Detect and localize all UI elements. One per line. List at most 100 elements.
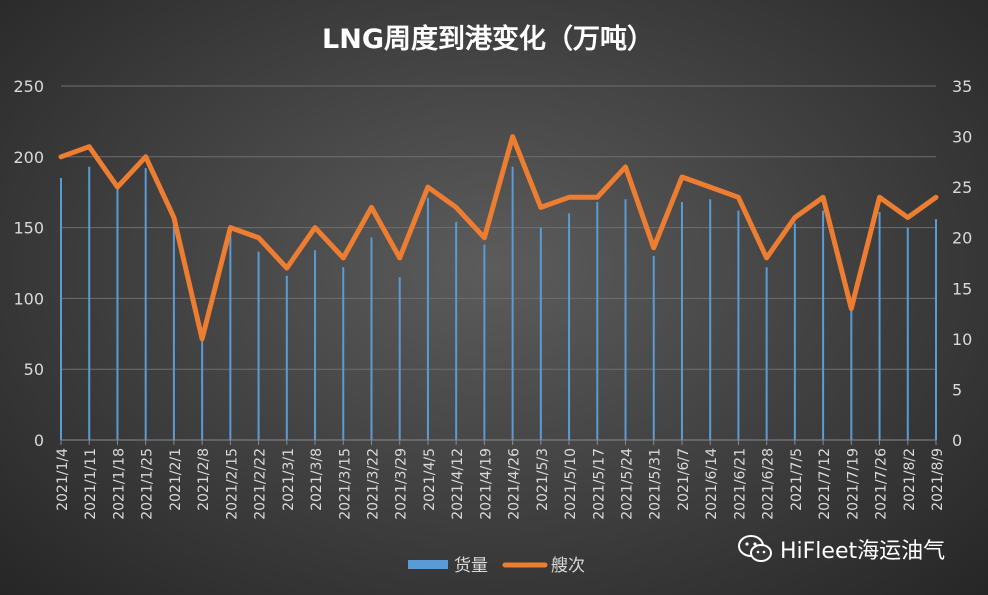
right-tick-label: 35 [952, 77, 972, 96]
bar [737, 210, 740, 440]
bar [314, 250, 317, 440]
bar [624, 199, 627, 440]
watermark: HiFleet海运油气 [738, 533, 945, 565]
line-point [60, 156, 62, 158]
x-tick-label: 2021/7/26 [874, 448, 890, 520]
right-tick-label: 30 [952, 128, 972, 147]
line-point [568, 196, 570, 198]
line-point [709, 186, 711, 188]
line-point [399, 257, 401, 259]
left-tick-label: 250 [13, 77, 44, 96]
line-point [907, 216, 909, 218]
line-point [794, 216, 796, 218]
line-point [173, 216, 175, 218]
x-tick-label: 2021/4/12 [450, 448, 466, 520]
bar [370, 237, 373, 440]
x-tick-label: 2021/1/25 [140, 448, 156, 520]
line-point [540, 206, 542, 208]
x-axis-ticks: 2021/1/4 2021/1/11 2021/1/18 2021/1/25 2021/… [55, 439, 946, 520]
x-tick-label: 2021/3/1 [281, 448, 297, 511]
line-point [822, 196, 824, 198]
gridlines [61, 85, 936, 441]
bar [765, 267, 768, 440]
line-point [625, 166, 627, 168]
left-tick-label: 100 [13, 289, 44, 308]
bar [60, 178, 62, 441]
bar-series [60, 166, 937, 441]
bar [426, 197, 429, 440]
bar [822, 210, 825, 440]
line-point [314, 227, 316, 229]
bar [568, 213, 571, 440]
bar [652, 255, 655, 440]
x-tick-label: 2021/4/26 [507, 448, 523, 520]
line-point [766, 257, 768, 259]
bar [596, 202, 599, 440]
bar [483, 244, 486, 440]
x-tick-label: 2021/7/19 [845, 448, 861, 520]
legend-label-bar: 货量 [454, 556, 488, 576]
bar [511, 166, 514, 440]
x-tick-label: 2021/4/19 [478, 448, 494, 520]
left-tick-label: 0 [34, 431, 44, 450]
bar [709, 199, 712, 440]
bar [201, 340, 204, 440]
line-point [258, 237, 260, 239]
x-tick-label: 2021/2/15 [224, 448, 240, 520]
x-tick-label: 2021/6/14 [704, 448, 720, 520]
right-tick-label: 0 [952, 431, 962, 450]
line-point [88, 146, 90, 148]
right-tick-label: 20 [952, 229, 972, 248]
right-tick-label: 10 [952, 330, 972, 349]
line-point [370, 206, 372, 208]
x-tick-label: 2021/2/8 [196, 448, 212, 511]
line-point [342, 257, 344, 259]
x-tick-label: 2021/1/11 [83, 448, 99, 520]
line-point [596, 196, 598, 198]
x-tick-label: 2021/7/5 [789, 448, 805, 511]
watermark-text: HiFleet海运油气 [780, 539, 946, 564]
x-tick-label: 2021/1/4 [55, 448, 71, 511]
right-axis-ticks: 0 5 10 15 20 25 30 35 [952, 77, 972, 450]
bar [144, 168, 147, 441]
x-tick-label: 2021/5/31 [648, 448, 664, 520]
line-point [286, 267, 288, 269]
bar [455, 221, 458, 440]
x-tick-label: 2021/3/22 [365, 448, 381, 520]
chart-title: LNG周度到港变化（万吨） [322, 23, 654, 55]
x-tick-label: 2021/3/15 [337, 448, 353, 520]
bar [680, 202, 683, 440]
bar [935, 219, 937, 440]
left-tick-label: 150 [13, 219, 44, 238]
bar [88, 166, 91, 440]
line-point [483, 237, 485, 239]
x-tick-label: 2021/7/12 [817, 448, 833, 520]
x-tick-label: 2021/5/3 [535, 448, 551, 511]
x-tick-label: 2021/8/9 [930, 448, 946, 511]
legend: 货量 艘次 [408, 556, 585, 576]
x-tick-label: 2021/1/18 [111, 448, 127, 520]
line-point [737, 196, 739, 198]
bar [116, 189, 119, 440]
left-axis-ticks: 0 50 100 150 200 250 [13, 77, 44, 450]
x-tick-label: 2021/3/29 [394, 448, 410, 520]
x-tick-label: 2021/8/2 [902, 448, 918, 511]
right-tick-label: 25 [952, 178, 972, 197]
line-path [58, 134, 939, 342]
line-point [512, 136, 514, 138]
bar [257, 251, 260, 440]
x-tick-label: 2021/6/28 [761, 448, 777, 520]
x-tick-label: 2021/5/17 [591, 448, 607, 520]
line-point [427, 186, 429, 188]
x-tick-label: 2021/5/24 [620, 448, 636, 520]
line-point [850, 308, 852, 310]
x-tick-label: 2021/3/8 [309, 448, 325, 511]
right-tick-label: 5 [952, 380, 962, 399]
right-tick-label: 15 [952, 279, 972, 298]
line-point [653, 247, 655, 249]
line-point [145, 156, 147, 158]
x-tick-label: 2021/4/5 [422, 448, 438, 511]
left-tick-label: 50 [24, 360, 44, 379]
bar [850, 309, 853, 440]
bar [878, 212, 881, 440]
